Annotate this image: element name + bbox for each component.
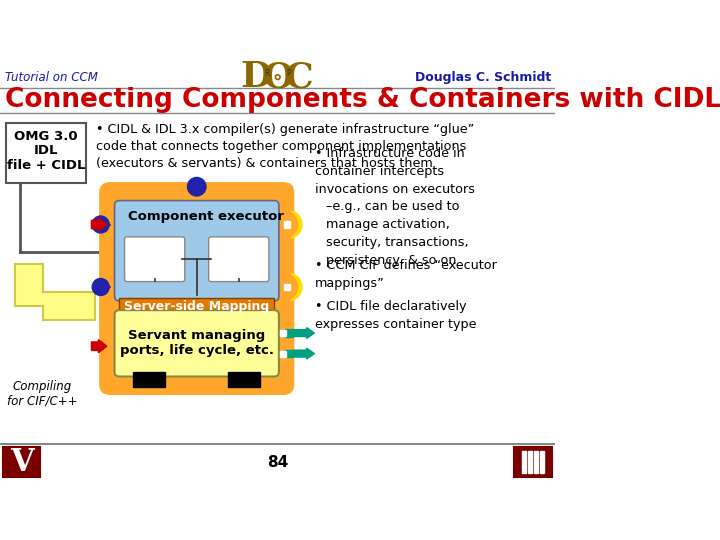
FancyBboxPatch shape [120, 298, 274, 315]
Text: • CCM CIF defines “executor
mappings”: • CCM CIF defines “executor mappings” [315, 259, 497, 290]
Text: –e.g., can be used to
manage activation,
security, transactions,
persistency, & : –e.g., can be used to manage activation,… [325, 200, 468, 267]
Bar [133, 372, 166, 387]
Text: Connecting Components & Containers with CIDL: Connecting Components & Containers with … [4, 87, 720, 113]
FancyBboxPatch shape [3, 448, 40, 477]
Bar [279, 330, 286, 336]
Text: Servant managing
ports, life cycle, etc.: Servant managing ports, life cycle, etc. [120, 329, 274, 357]
Text: 84: 84 [267, 455, 288, 470]
Wedge shape [284, 274, 297, 300]
Bar [285, 350, 293, 357]
FancyBboxPatch shape [114, 200, 279, 301]
Circle shape [92, 216, 109, 233]
Bar [279, 350, 286, 357]
Wedge shape [288, 211, 302, 238]
Bar [528, 451, 532, 473]
Text: R: R [264, 69, 269, 78]
Bar [284, 284, 289, 290]
FancyArrow shape [91, 218, 107, 231]
Text: Server-side Mapping: Server-side Mapping [124, 300, 269, 313]
Text: O: O [262, 60, 294, 94]
FancyBboxPatch shape [99, 182, 294, 395]
Text: • Infrastructure code in
container intercepts
invocations on executors: • Infrastructure code in container inter… [315, 146, 474, 195]
Text: Douglas C. Schmidt: Douglas C. Schmidt [415, 71, 551, 84]
FancyArrow shape [91, 340, 107, 353]
FancyBboxPatch shape [125, 237, 185, 281]
Bar [285, 329, 293, 337]
Text: V: V [10, 447, 33, 477]
FancyBboxPatch shape [114, 310, 279, 376]
FancyBboxPatch shape [209, 237, 269, 281]
FancyBboxPatch shape [6, 123, 86, 183]
Text: IDL: IDL [34, 144, 58, 157]
Circle shape [92, 279, 109, 295]
Text: • CIDL file declaratively
expresses container type: • CIDL file declaratively expresses cont… [315, 300, 476, 331]
Bar [228, 372, 261, 387]
Text: file + CIDL: file + CIDL [7, 159, 86, 172]
Bar [522, 451, 526, 473]
Bar [541, 451, 544, 473]
Text: C: C [285, 60, 314, 94]
FancyArrow shape [293, 348, 315, 359]
Text: D: D [240, 60, 272, 94]
Text: Compiling
for CIF/C++: Compiling for CIF/C++ [7, 380, 78, 408]
FancyBboxPatch shape [514, 448, 552, 477]
FancyArrow shape [293, 328, 315, 339]
Text: Component executor: Component executor [128, 210, 284, 222]
Bar [534, 451, 538, 473]
Polygon shape [15, 264, 94, 320]
Text: Tutorial on CCM: Tutorial on CCM [4, 71, 97, 84]
Wedge shape [284, 211, 297, 238]
Text: P: P [287, 69, 291, 78]
Text: OMG 3.0: OMG 3.0 [14, 130, 78, 143]
Wedge shape [288, 274, 302, 300]
Circle shape [187, 178, 206, 196]
Bar [284, 221, 289, 227]
Text: • CIDL & IDL 3.x compiler(s) generate infrastructure “glue”
code that connects t: • CIDL & IDL 3.x compiler(s) generate in… [96, 124, 474, 171]
